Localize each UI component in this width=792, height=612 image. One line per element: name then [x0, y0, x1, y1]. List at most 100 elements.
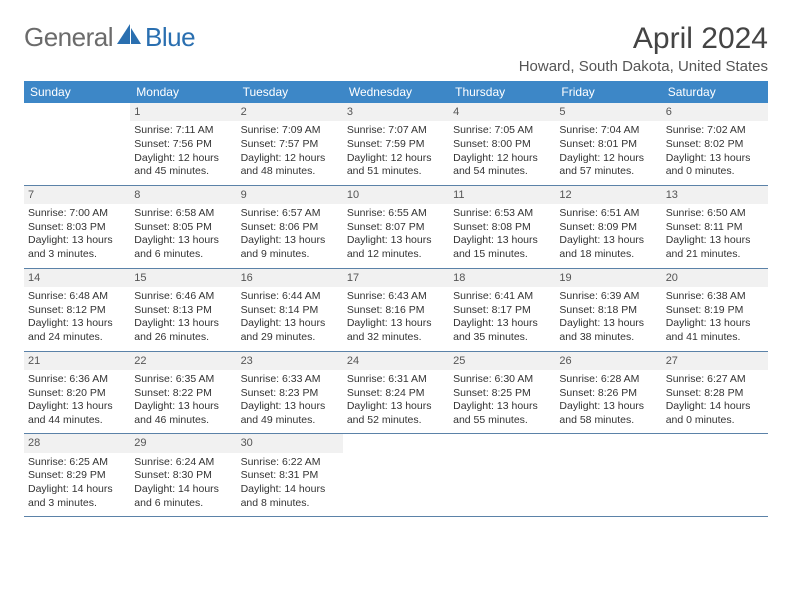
day-header-row: SundayMondayTuesdayWednesdayThursdayFrid…: [24, 81, 768, 103]
day-detail-line: Sunset: 8:20 PM: [28, 387, 126, 401]
day-detail-line: Sunrise: 6:58 AM: [134, 207, 232, 221]
day-number: 3: [343, 103, 449, 121]
day-detail-line: Sunrise: 7:11 AM: [134, 124, 232, 138]
day-number: 2: [237, 103, 343, 121]
day-detail-line: Sunset: 8:03 PM: [28, 221, 126, 235]
day-number: 29: [130, 434, 236, 452]
day-detail-line: Sunrise: 6:46 AM: [134, 290, 232, 304]
day-number: 8: [130, 186, 236, 204]
day-number: 24: [343, 352, 449, 370]
day-detail-line: Sunrise: 7:07 AM: [347, 124, 445, 138]
day-detail-line: Sunset: 8:22 PM: [134, 387, 232, 401]
day-detail-line: Daylight: 13 hours and 6 minutes.: [134, 234, 232, 261]
day-cell: 4Sunrise: 7:05 AMSunset: 8:00 PMDaylight…: [449, 103, 555, 185]
day-detail-line: Sunset: 8:18 PM: [559, 304, 657, 318]
day-cell: 25 Sunrise: 6:30 AMSunset: 8:25 PMDayligh…: [449, 352, 555, 434]
day-detail-line: Sunset: 8:19 PM: [666, 304, 764, 318]
day-number: 6: [662, 103, 768, 121]
day-detail-line: Daylight: 13 hours and 12 minutes.: [347, 234, 445, 261]
day-number: 27: [662, 352, 768, 370]
day-detail-line: Sunset: 8:09 PM: [559, 221, 657, 235]
day-number: 11: [449, 186, 555, 204]
day-cell: 8 Sunrise: 6:58 AMSunset: 8:05 PMDaylight…: [130, 186, 236, 268]
day-detail-line: Sunset: 8:05 PM: [134, 221, 232, 235]
day-cell: 16Sunrise: 6:44 AMSunset: 8:14 PMDayligh…: [237, 269, 343, 351]
day-detail-line: Daylight: 14 hours and 0 minutes.: [666, 400, 764, 427]
day-cell: 14 Sunrise: 6:48 AMSunset: 8:12 PMDayligh…: [24, 269, 130, 351]
day-detail-line: Sunrise: 6:24 AM: [134, 456, 232, 470]
day-number: 5: [555, 103, 661, 121]
day-header-cell: Friday: [555, 81, 661, 103]
day-number: 26: [555, 352, 661, 370]
day-cell: 29Sunrise: 6:24 AMSunset: 8:30 PMDayligh…: [130, 434, 236, 516]
day-number: 4: [449, 103, 555, 121]
day-cell: [24, 103, 130, 185]
day-detail-line: Daylight: 14 hours and 6 minutes.: [134, 483, 232, 510]
month-title: April 2024: [519, 22, 768, 56]
day-detail-line: Daylight: 13 hours and 52 minutes.: [347, 400, 445, 427]
logo-text-1: General: [24, 22, 113, 53]
day-detail-line: Daylight: 13 hours and 18 minutes.: [559, 234, 657, 261]
day-detail-line: Sunset: 8:08 PM: [453, 221, 551, 235]
day-number: 16: [237, 269, 343, 287]
day-number: 30: [237, 434, 343, 452]
day-detail-line: Sunset: 7:59 PM: [347, 138, 445, 152]
day-detail-line: Sunset: 7:56 PM: [134, 138, 232, 152]
day-cell: 20Sunrise: 6:38 AMSunset: 8:19 PMDayligh…: [662, 269, 768, 351]
day-detail-line: Daylight: 13 hours and 24 minutes.: [28, 317, 126, 344]
day-detail-line: Daylight: 12 hours and 54 minutes.: [453, 152, 551, 179]
day-cell: 9Sunrise: 6:57 AMSunset: 8:06 PMDaylight…: [237, 186, 343, 268]
weeks-container: 1Sunrise: 7:11 AMSunset: 7:56 PMDaylight…: [24, 103, 768, 517]
day-number: 25: [449, 352, 555, 370]
day-cell: 5Sunrise: 7:04 AMSunset: 8:01 PMDaylight…: [555, 103, 661, 185]
day-cell: 22Sunrise: 6:35 AMSunset: 8:22 PMDayligh…: [130, 352, 236, 434]
day-detail-line: Daylight: 13 hours and 3 minutes.: [28, 234, 126, 261]
day-cell: 13Sunrise: 6:50 AMSunset: 8:11 PMDayligh…: [662, 186, 768, 268]
day-detail-line: Sunrise: 6:41 AM: [453, 290, 551, 304]
day-cell: 24Sunrise: 6:31 AMSunset: 8:24 PMDayligh…: [343, 352, 449, 434]
day-detail-line: Sunrise: 6:38 AM: [666, 290, 764, 304]
day-detail-line: Sunrise: 6:48 AM: [28, 290, 126, 304]
day-detail-line: Daylight: 13 hours and 41 minutes.: [666, 317, 764, 344]
day-detail-line: Daylight: 12 hours and 45 minutes.: [134, 152, 232, 179]
day-detail-line: Sunrise: 6:53 AM: [453, 207, 551, 221]
day-number: 12: [555, 186, 661, 204]
day-number: 15: [130, 269, 236, 287]
day-detail-line: Sunset: 8:31 PM: [241, 469, 339, 483]
day-detail-line: Sunrise: 7:02 AM: [666, 124, 764, 138]
day-cell: [449, 434, 555, 516]
day-detail-line: Daylight: 13 hours and 29 minutes.: [241, 317, 339, 344]
day-header-cell: Tuesday: [237, 81, 343, 103]
day-cell: 3Sunrise: 7:07 AMSunset: 7:59 PMDaylight…: [343, 103, 449, 185]
day-header-cell: Monday: [130, 81, 236, 103]
day-number: 23: [237, 352, 343, 370]
day-detail-line: Sunrise: 6:57 AM: [241, 207, 339, 221]
day-cell: 23Sunrise: 6:33 AMSunset: 8:23 PMDayligh…: [237, 352, 343, 434]
day-detail-line: Sunset: 8:17 PM: [453, 304, 551, 318]
day-number: 9: [237, 186, 343, 204]
day-detail-line: Daylight: 13 hours and 0 minutes.: [666, 152, 764, 179]
day-number: 28: [24, 434, 130, 452]
day-header-cell: Saturday: [662, 81, 768, 103]
day-number: 14: [24, 269, 130, 287]
day-detail-line: Daylight: 13 hours and 9 minutes.: [241, 234, 339, 261]
day-detail-line: Sunset: 8:07 PM: [347, 221, 445, 235]
logo-text-2: Blue: [145, 22, 195, 53]
day-detail-line: Daylight: 13 hours and 55 minutes.: [453, 400, 551, 427]
day-detail-line: Daylight: 13 hours and 58 minutes.: [559, 400, 657, 427]
day-detail-line: Sunrise: 6:50 AM: [666, 207, 764, 221]
week-row: 21Sunrise: 6:36 AMSunset: 8:20 PMDayligh…: [24, 352, 768, 435]
day-detail-line: Daylight: 12 hours and 57 minutes.: [559, 152, 657, 179]
day-detail-line: Sunrise: 6:30 AM: [453, 373, 551, 387]
week-row: 28Sunrise: 6:25 AMSunset: 8:29 PMDayligh…: [24, 434, 768, 517]
day-detail-line: Sunset: 8:12 PM: [28, 304, 126, 318]
day-detail-line: Sunset: 8:25 PM: [453, 387, 551, 401]
day-cell: 30Sunrise: 6:22 AMSunset: 8:31 PMDayligh…: [237, 434, 343, 516]
day-cell: 26Sunrise: 6:28 AMSunset: 8:26 PMDayligh…: [555, 352, 661, 434]
day-detail-line: Sunset: 8:28 PM: [666, 387, 764, 401]
day-detail-line: Sunset: 8:01 PM: [559, 138, 657, 152]
day-detail-line: Daylight: 13 hours and 46 minutes.: [134, 400, 232, 427]
day-cell: 1Sunrise: 7:11 AMSunset: 7:56 PMDaylight…: [130, 103, 236, 185]
day-cell: 11Sunrise: 6:53 AMSunset: 8:08 PMDayligh…: [449, 186, 555, 268]
day-detail-line: Daylight: 13 hours and 32 minutes.: [347, 317, 445, 344]
